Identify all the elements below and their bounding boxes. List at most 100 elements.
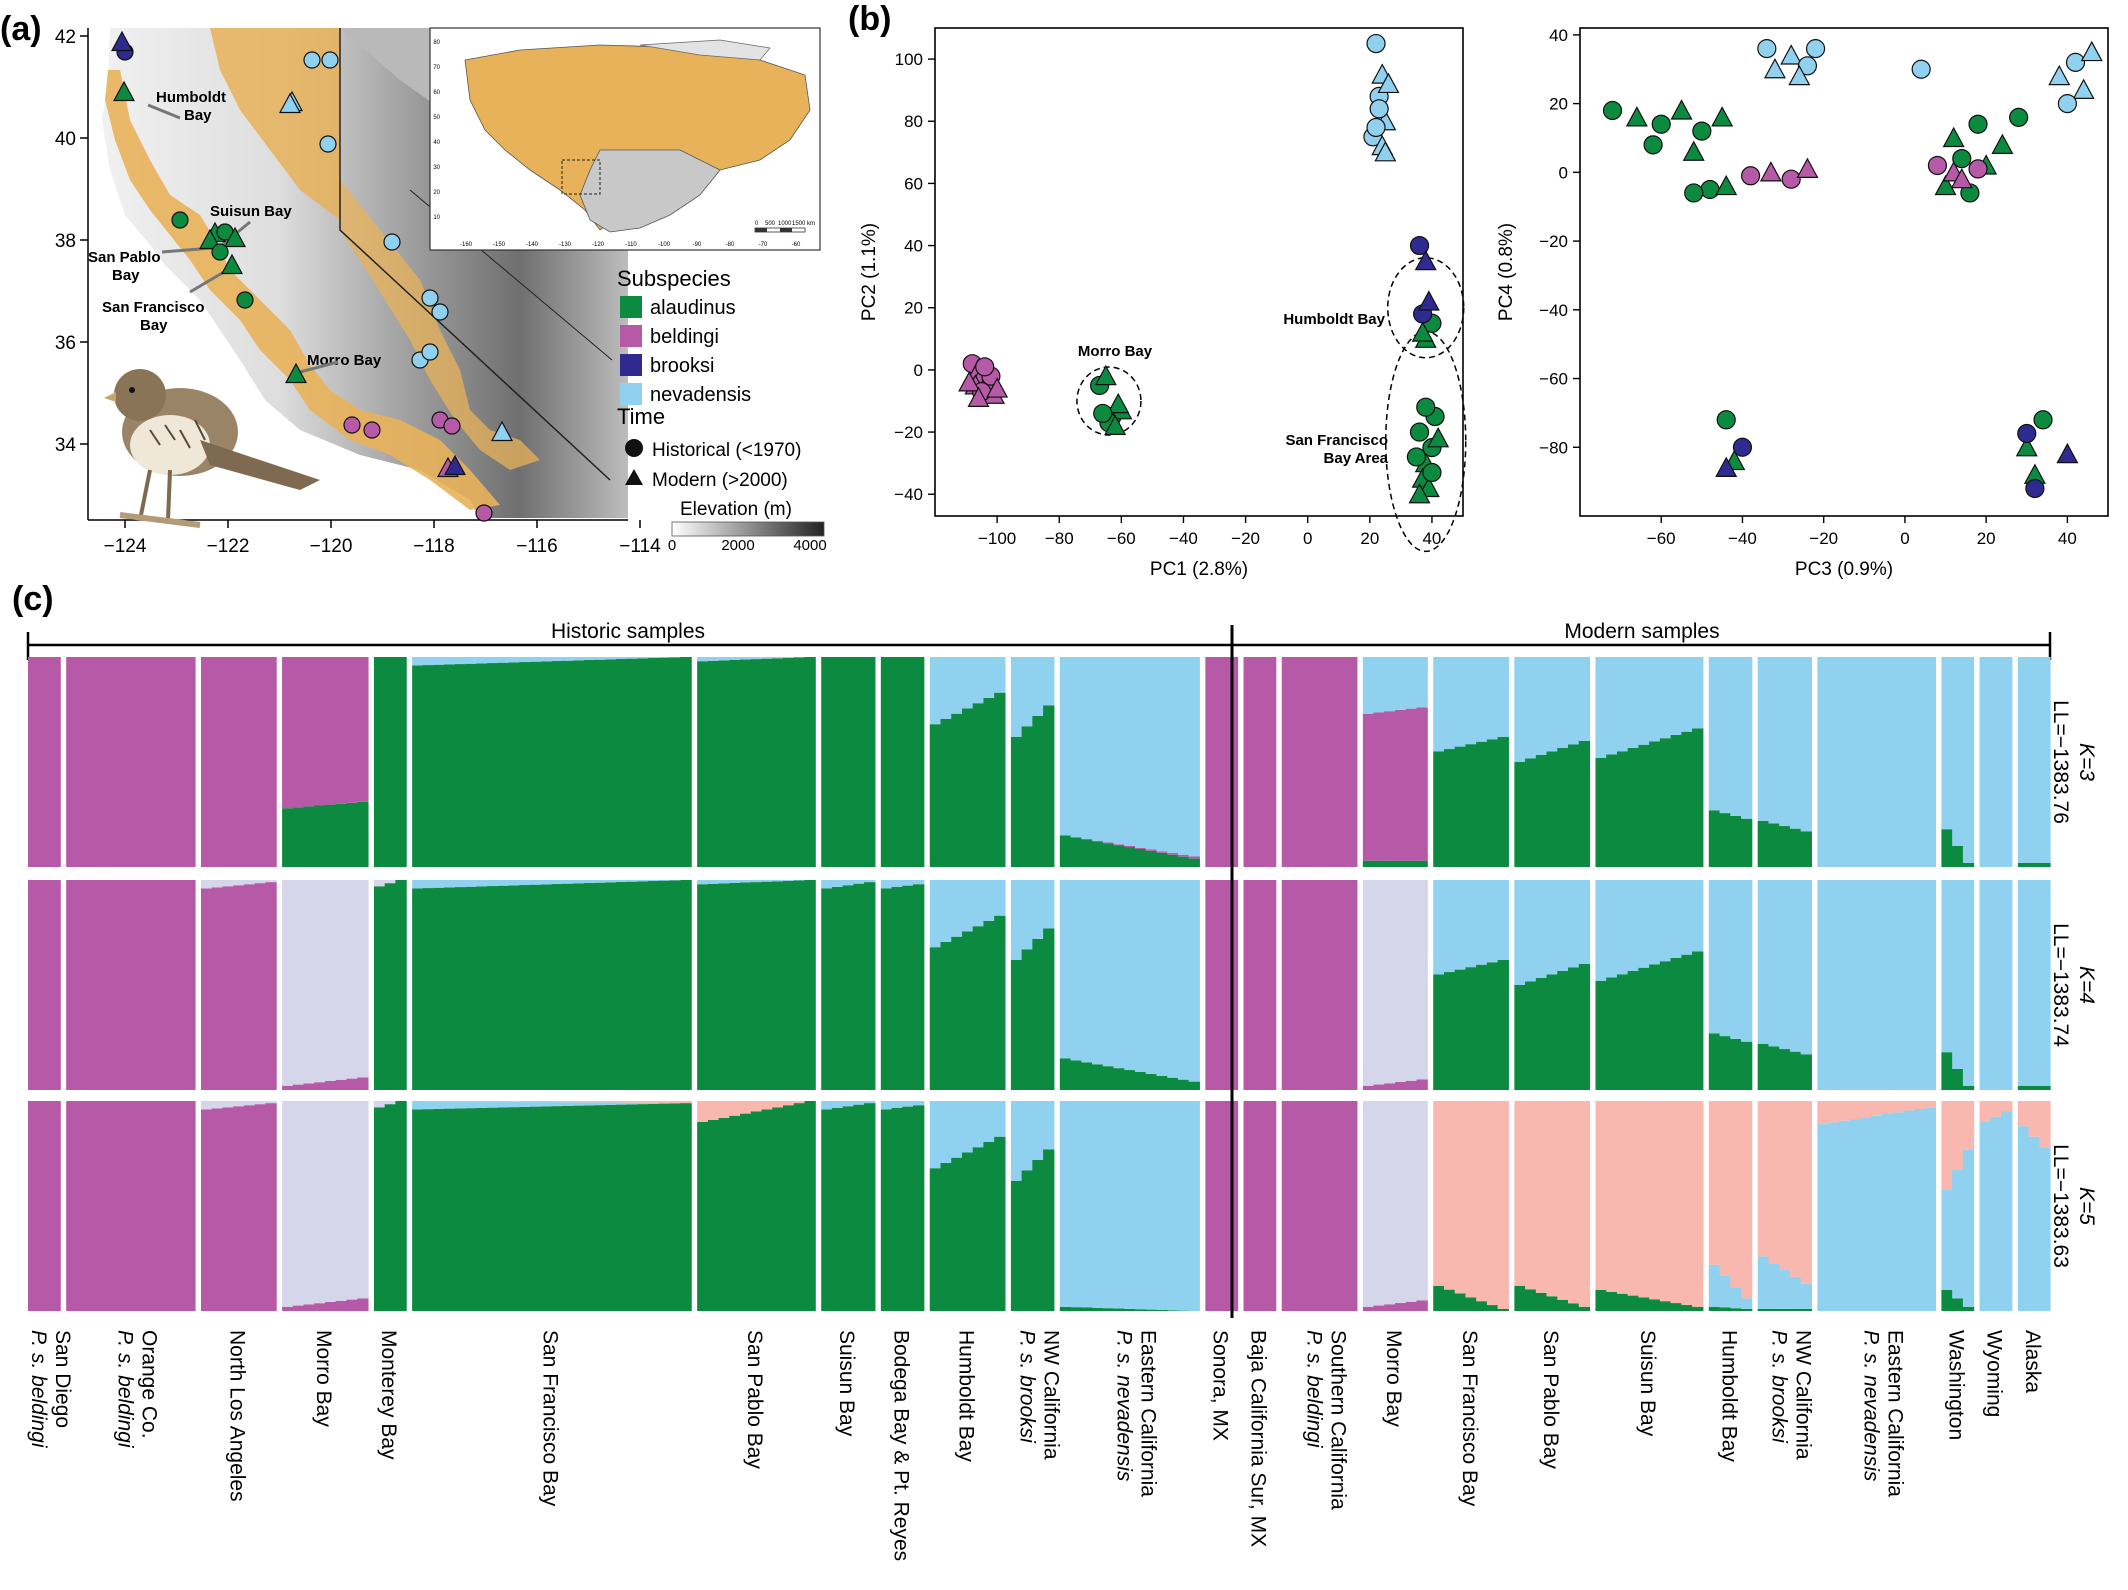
structure-bar-segment [1789,1101,1802,1277]
structure-bar-segment [540,1102,553,1107]
map-marker-nevadensis [490,420,514,442]
structure-bar-segment [1081,1307,1093,1311]
structure-bar-segment [831,1101,844,1108]
structure-bar-segment [38,880,51,1090]
structure-bar-segment [1292,657,1304,867]
structure-bar-segment [1070,1307,1082,1311]
population-name: Monterey Bay [377,1330,400,1460]
structure-bar-segment [1292,1101,1304,1311]
structure-bar-segment [616,1104,628,1311]
structure-bar-segment [1092,657,1104,841]
structure-bar-segment [1188,1081,1200,1090]
structure-bar-segment [1860,1117,1872,1311]
structure-bar-segment [1692,657,1704,729]
structure-bar-segment [1616,1101,1629,1294]
structure-bar-segment [913,657,925,867]
structure-bar-segment [87,1101,99,1311]
structure-bar-segment [1892,657,1904,867]
pca2-point-brooksi [2056,442,2079,464]
structure-bar-segment [680,1103,692,1311]
inset-x-tick-label: -90 [693,242,702,248]
structure-bar-segment [395,657,407,867]
pca2-point-nevadensis [1763,57,1786,79]
structure-bar-segment [422,665,435,867]
structure-bar-segment [1659,880,1672,962]
structure-bar-segment [831,1107,844,1312]
structure-bar-segment [573,660,585,867]
structure-bar-segment [707,1119,720,1311]
structure-bar-segment [1892,1101,1904,1113]
legend-label-alaudinus: alaudinus [650,297,736,319]
structure-bar-segment [530,657,542,662]
population-name: San Pablo Bay [1539,1330,1562,1469]
structure-bar-segment [1514,1285,1526,1311]
structure-bar-segment [314,1101,326,1304]
structure-bar-segment [761,1109,773,1311]
structure-bar-segment [1167,1310,1179,1311]
structure-bar-segment [1952,880,1964,1069]
scale-0: 0 [755,221,759,227]
structure-bar-segment [49,1101,61,1311]
structure-bar-segment [1405,880,1418,1081]
structure-bar-segment [119,657,132,867]
legend-time-title: Time [617,404,665,429]
structure-bar-segment [476,657,488,664]
structure-bar-segment [1454,657,1467,747]
structure-bar-segment [1335,657,1347,867]
structure-bar-segment [637,880,649,882]
structure-bar-segment [1032,938,1044,1090]
structure-bar-segment [1606,977,1618,1090]
structure-bar-segment [1546,974,1558,1090]
structure-bar-segment [1681,657,1693,732]
structure-bar-segment [1941,880,1953,1053]
structure-bar-segment [940,941,952,1090]
structure-bar-segment [983,920,995,1090]
population-name: Bodega Bay & Pt. Reyes [889,1330,912,1561]
structure-bar-segment [1177,856,1190,867]
k-label-group: K=5LL=−1383.63 [2049,1144,2098,1268]
structure-bar-segment [1659,1101,1672,1302]
structure-bar-segment [1595,1290,1607,1311]
structure-bar-segment [891,1108,903,1311]
legend-swatch-beldingi [620,325,642,347]
structure-bar-segment [1010,1101,1023,1181]
structure-bar-segment [346,1078,358,1090]
structure-bar-segment [1779,826,1791,867]
structure-bar-segment [1627,748,1639,867]
population-name: Southern California [1326,1330,1349,1510]
structure-bar-segment [1177,657,1190,855]
inset-x-tick-label: -100 [658,242,671,248]
structure-bar-segment [729,1115,741,1311]
structure-bar-segment [1768,1046,1780,1090]
structure-bar-segment [1216,657,1228,867]
structure-bar-segment [994,880,1006,916]
structure-bar-segment [1871,657,1883,867]
pca2-point-nevadensis [2048,64,2071,86]
structure-bar-segment [1606,1291,1618,1311]
structure-bar-segment [2028,1101,2040,1137]
structure-bar-segment [594,657,606,660]
inset-x-tick-label: -70 [759,242,768,248]
structure-bar-segment [444,1108,456,1311]
structure-bar-segment [1719,1276,1731,1308]
structure-bar-segment [1903,1101,1915,1111]
structure-bar-segment [519,1101,531,1107]
structure-bar-segment [1476,741,1488,867]
structure-bar-segment [951,936,963,1090]
structure-bar-segment [357,880,369,1078]
structure-bar-segment [1979,1122,1991,1311]
structure-bar-segment [853,1104,865,1311]
structure-bar-segment [1156,852,1168,868]
structure-bar-segment [357,657,369,802]
structure-bar-segment [1789,1276,1802,1309]
structure-bar-segment [1740,818,1753,867]
structure-bar-segment [1595,1101,1607,1290]
structure-bar-segment [2028,657,2040,863]
structure-bar-segment [1952,1069,1964,1090]
structure-bar-segment [530,1101,542,1102]
structure-bar-segment [1188,1101,1200,1311]
pca2-point-nevadensis [2080,40,2103,62]
structure-bar-segment [648,1102,660,1104]
